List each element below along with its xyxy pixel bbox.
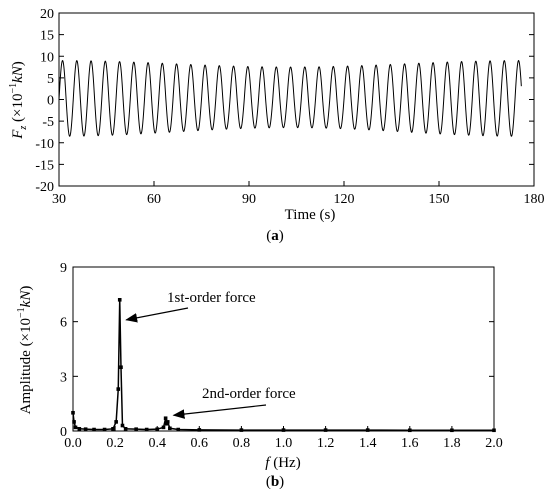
annotation-2nd-order: 2nd-order force xyxy=(202,386,296,402)
plot-b-y-ticks: 0 3 6 9 xyxy=(60,261,494,440)
plot-a-y-tick-label: -10 xyxy=(35,137,54,152)
plot-b-x-tick-label: 1.6 xyxy=(401,436,419,451)
plot-b-marker xyxy=(73,425,78,430)
plot-b-series-line xyxy=(72,299,494,432)
plot-a-y-ticks: -20 -15 -10 -5 0 5 10 15 20 xyxy=(35,7,534,195)
plot-b-x-tick-label: 1.0 xyxy=(275,436,293,451)
plot-a-x-ticks: 30 60 90 120 150 180 xyxy=(52,181,545,207)
plot-a-x-tick-label: 120 xyxy=(334,192,355,207)
plot-b-marker xyxy=(155,427,159,431)
plot-b-x-tick-label: 1.2 xyxy=(317,436,335,451)
plot-b-x-label: f (Hz) xyxy=(265,455,300,471)
plot-a-y-tick-label: -5 xyxy=(42,115,54,130)
plot-a-y-tick-label: 15 xyxy=(40,29,54,44)
plot-b-x-ticks: 0.0 0.2 0.4 0.6 0.8 1.0 1.2 1.4 1.6 1.8 2.0 xyxy=(64,426,503,451)
plot-a-x-label: Time (s) xyxy=(285,207,336,223)
plot-b-marker xyxy=(168,426,172,431)
panel-a: -20 -15 -10 -5 0 5 10 15 20 30 60 90 120 150 180 Time… xyxy=(8,7,545,244)
plot-a-y-tick-label: 10 xyxy=(40,50,54,65)
plot-b-marker xyxy=(323,428,328,432)
plot-b-x-tick-label: 0.2 xyxy=(106,436,124,451)
plot-b-marker xyxy=(164,421,169,426)
annotation-1st-order-arrow xyxy=(125,307,189,323)
plot-b-marker xyxy=(450,428,454,433)
plot-a-y-tick-label: 20 xyxy=(40,7,54,22)
plot-a-x-tick-label: 60 xyxy=(147,192,161,207)
plot-b-marker xyxy=(365,428,370,432)
plot-b-marker xyxy=(239,428,244,432)
plot-b-y-label: Amplitude (×10−1kN) xyxy=(16,286,34,415)
plot-a-y-label: Fz (×10−1kN) xyxy=(8,61,29,140)
plot-b-x-tick-label: 2.0 xyxy=(485,436,503,451)
plot-b-marker xyxy=(77,427,82,431)
plot-b-marker xyxy=(144,427,149,432)
plot-b-marker xyxy=(176,427,181,432)
plot-b-marker xyxy=(492,428,496,433)
plot-b-y-tick-label: 0 xyxy=(60,425,67,440)
plot-b-x-tick-label: 0.0 xyxy=(64,436,82,451)
plot-b-marker xyxy=(71,410,75,415)
plot-b-marker xyxy=(72,420,76,424)
annotation-2nd-order-arrow xyxy=(172,404,267,419)
annotation-1st-order: 1st-order force xyxy=(167,290,256,306)
plot-b-marker xyxy=(117,298,122,302)
plot-b-marker xyxy=(114,420,118,424)
plot-a-x-tick-label: 180 xyxy=(524,192,545,207)
plot-b-marker xyxy=(197,428,202,432)
plot-b-marker xyxy=(92,427,96,432)
plot-b-marker xyxy=(163,416,168,421)
plot-a-x-tick-label: 150 xyxy=(429,192,450,207)
plot-b-marker xyxy=(116,387,121,391)
plot-b-marker xyxy=(165,420,170,424)
plot-a-series-line xyxy=(58,60,522,137)
plot-a-y-tick-label: 5 xyxy=(47,72,54,87)
panel-b: 0 3 6 9 0.0 0.2 0.4 0.6 0.8 1.0 1.2 1.4 1.6 1.8 2.0 1… xyxy=(16,261,503,490)
plot-b-marker xyxy=(119,365,123,370)
plot-b-x-tick-label: 1.8 xyxy=(443,436,461,451)
plot-a-y-tick-label: -15 xyxy=(35,158,54,173)
plot-a-x-tick-label: 90 xyxy=(242,192,256,207)
plot-a-x-tick-label: 30 xyxy=(52,192,66,207)
plot-b-marker xyxy=(408,428,412,433)
plot-b-marker xyxy=(83,427,88,431)
plot-b-marker xyxy=(102,427,107,432)
panel-a-label: (a) xyxy=(266,228,284,244)
plot-b-marker xyxy=(134,427,138,431)
plot-b-marker xyxy=(120,423,125,428)
plot-b-x-tick-label: 0.6 xyxy=(191,436,209,451)
plot-b-marker xyxy=(161,425,166,430)
plot-b-frame xyxy=(72,266,495,432)
plot-b-y-tick-label: 6 xyxy=(60,316,67,331)
plot-b-y-tick-label: 9 xyxy=(60,261,67,276)
plot-b-annotations: 1st-order force 2nd-order force xyxy=(125,290,296,419)
plot-b-marker xyxy=(123,427,128,431)
plot-b-marker xyxy=(281,428,286,432)
panel-b-label: (b) xyxy=(266,474,284,490)
plot-b-x-tick-label: 0.4 xyxy=(148,436,166,451)
plot-a-y-tick-label: 0 xyxy=(47,94,54,109)
plot-b-x-tick-label: 1.4 xyxy=(359,436,377,451)
plot-b-y-tick-label: 3 xyxy=(60,370,67,385)
plot-b-x-tick-label: 0.8 xyxy=(233,436,251,451)
plot-b-markers xyxy=(71,298,496,433)
plot-b-marker xyxy=(111,427,115,431)
plot-a-y-tick-label: -20 xyxy=(35,180,54,195)
